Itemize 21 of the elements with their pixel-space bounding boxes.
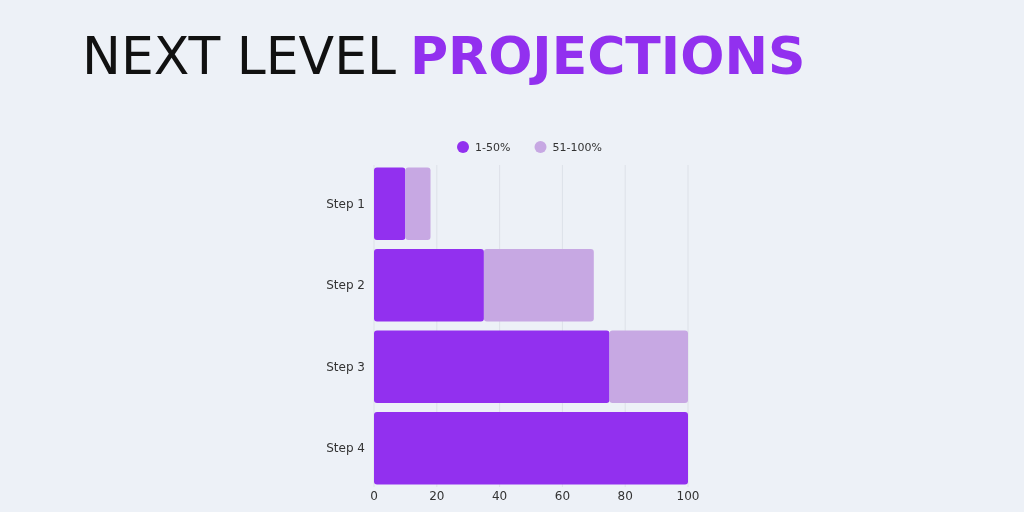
bar (483, 248, 594, 322)
bar (374, 167, 406, 240)
chart-subtitle: PROJECTIONS (409, 26, 806, 86)
x-tick-label: 0 (370, 489, 378, 503)
legend-label: 1-50% (475, 141, 511, 154)
x-tick-label: 60 (554, 489, 571, 503)
chart-title: NEXT LEVEL (82, 26, 397, 86)
y-tick-label: Step 2 (326, 278, 365, 293)
x-tick-label: 20 (429, 489, 445, 503)
bar (374, 412, 688, 485)
y-tick-label: Step 3 (326, 359, 365, 374)
bar (405, 167, 431, 240)
bar (374, 330, 610, 404)
x-tick-label: 100 (676, 489, 700, 503)
legend-label: 51-100% (552, 141, 602, 154)
bar (609, 330, 688, 404)
y-tick-label: Step 1 (326, 196, 365, 211)
y-tick-label: Step 4 (326, 441, 365, 456)
bar (374, 248, 484, 322)
x-tick-label: 40 (491, 489, 508, 503)
x-tick-label: 80 (617, 489, 633, 503)
